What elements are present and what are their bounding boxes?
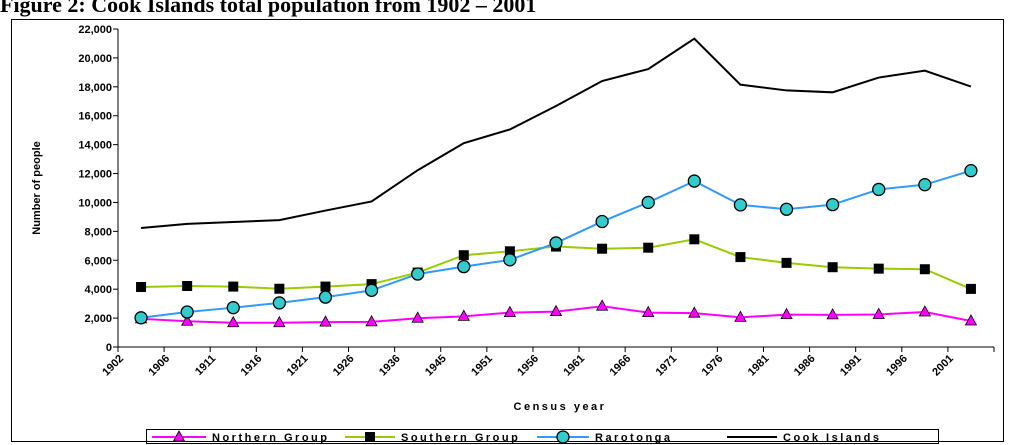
rarotonga-point	[503, 253, 517, 267]
rarotonga-point	[918, 178, 932, 192]
legend-rarotonga-label: Rarotonga	[595, 432, 673, 444]
rarotonga-point	[872, 182, 886, 197]
x-axis-title: Census year	[514, 401, 607, 413]
y-axis-title: Number of people	[31, 141, 43, 235]
southern-group-point	[320, 281, 331, 292]
rarotonga-point	[318, 290, 333, 304]
northern-group-point	[503, 305, 517, 317]
rarotonga-point	[549, 236, 563, 250]
northern-group-point	[826, 308, 839, 320]
rarotonga-point	[964, 164, 978, 178]
legend-rarotonga-marker	[556, 430, 570, 444]
rarotonga-point	[687, 174, 701, 188]
northern-group-point	[180, 314, 194, 326]
northern-group-point	[595, 299, 609, 311]
y-tick-label: 0	[106, 342, 112, 354]
legend-southern-group-label: Southern Group	[401, 432, 520, 444]
southern-group-point	[873, 263, 884, 274]
y-tick-label: 20,000	[78, 53, 112, 65]
rarotonga-point	[272, 296, 287, 310]
southern-group-point	[827, 262, 838, 273]
y-tick-label: 8,000	[84, 226, 112, 238]
northern-group-point	[964, 314, 978, 326]
southern-group-point	[136, 282, 147, 293]
northern-group-point	[642, 305, 655, 317]
southern-group-point	[597, 243, 608, 254]
y-tick-label: 12,000	[78, 169, 112, 181]
y-tick-label: 16,000	[78, 111, 112, 123]
northern-group-point	[780, 307, 793, 320]
northern-group-point	[227, 315, 240, 328]
northern-group-point	[734, 310, 747, 322]
rarotonga-point	[457, 259, 471, 274]
y-tick-label: 4,000	[84, 284, 112, 296]
southern-group-point	[228, 281, 239, 292]
southern-group-point	[643, 242, 654, 253]
southern-group-point	[504, 246, 515, 257]
northern-group-point	[549, 304, 563, 316]
rarotonga-point	[411, 267, 425, 281]
y-tick-label: 6,000	[84, 255, 112, 267]
rarotonga-point	[595, 214, 609, 229]
rarotonga-point	[825, 197, 840, 212]
southern-group-point	[919, 264, 930, 275]
rarotonga-point	[180, 305, 194, 319]
rarotonga-point	[779, 202, 794, 216]
legend	[146, 429, 939, 444]
rarotonga-point	[226, 301, 240, 315]
northern-group-point	[365, 315, 378, 327]
legend-northern-group-marker	[172, 430, 186, 442]
chart-title: Figure 2: Cook Islands total population …	[0, 0, 537, 17]
northern-group-point	[688, 306, 701, 318]
southern-group-point	[274, 283, 285, 294]
rarotonga-point	[134, 311, 148, 325]
northern-group-point	[273, 315, 286, 328]
y-tick-label: 18,000	[78, 82, 112, 94]
rarotonga-point	[364, 283, 379, 297]
legend-southern-group-marker	[365, 432, 375, 442]
southern-group-point	[965, 283, 976, 294]
rarotonga-point	[641, 195, 655, 210]
y-tick-label: 10,000	[78, 197, 112, 209]
cook-islands-line	[140, 37, 972, 230]
northern-group-point	[918, 305, 932, 317]
northern-group-point	[411, 311, 424, 323]
northern-group-point	[319, 315, 332, 327]
legend-northern-group-label: Northern Group	[212, 432, 330, 444]
southern-group-point	[182, 281, 193, 292]
southern-group-point	[735, 252, 746, 263]
southern-group-point	[781, 257, 792, 268]
chart-frame	[11, 19, 1004, 442]
y-tick-label: 22,000	[78, 24, 112, 36]
y-tick-label: 2,000	[84, 313, 112, 325]
southern-group-point	[689, 234, 700, 245]
y-tick-label: 14,000	[78, 140, 112, 152]
southern-group-point	[458, 250, 469, 261]
rarotonga-point	[733, 198, 748, 212]
northern-group-point	[872, 307, 885, 319]
northern-group-point	[457, 309, 470, 321]
legend-cook-islands-label: Cook Islands	[783, 432, 881, 444]
